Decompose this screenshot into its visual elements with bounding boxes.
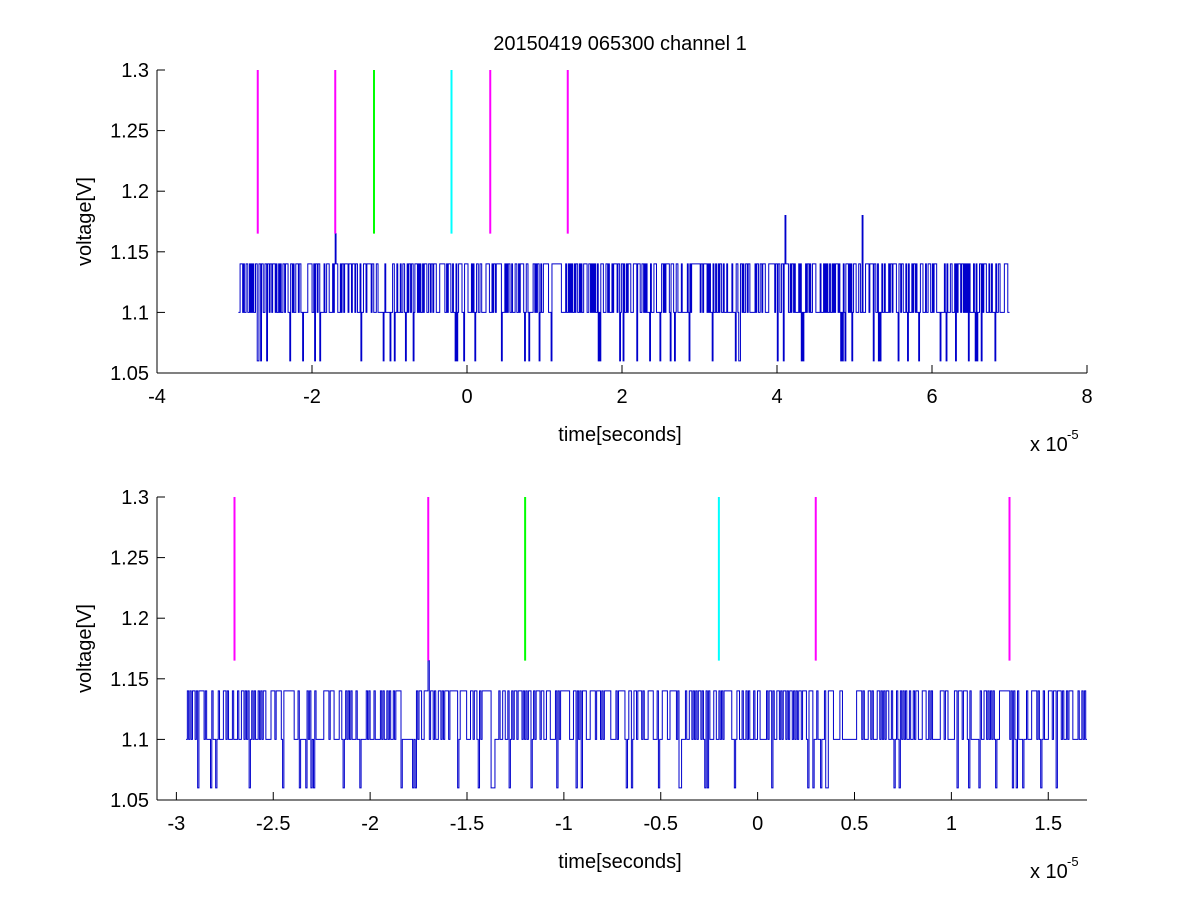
y-tick-label: 1.05 [110,363,149,385]
x-tick-label: 1.5 [1034,813,1062,835]
x-exponent-superscript: -5 [1067,427,1079,442]
plot-2: 1.05 1.1 1.15 1.2 1.25 1.3 -3 -2.5 -2 -1.5 -1 -0.5 0… [74,487,1087,883]
y-tick-label: 1.1 [121,729,149,751]
x-axis-label: time[seconds] [558,851,681,873]
x-tick-label: -1.5 [450,813,484,835]
y-tick-label: 1.15 [110,242,149,264]
y-tick-label: 1.25 [110,121,149,143]
y-tick-label: 1.2 [121,608,149,630]
x-axis-label: time[seconds] [558,424,681,446]
x-tick-label: -3 [167,813,185,835]
y-axis-label: voltage[V] [74,604,96,693]
x-tick-label: -4 [148,386,166,408]
x-tick-label: -2 [361,813,379,835]
signal-trace [238,214,1010,362]
x-tick-label: -2.5 [256,813,290,835]
x-tick-label: 6 [926,386,937,408]
y-tick-label: 1.3 [121,60,149,82]
y-tick-label: 1.2 [121,181,149,203]
x-tick-label: 0 [752,813,763,835]
x-exponent-label: x 10 [1030,861,1068,883]
y-tick-label: 1.3 [121,487,149,509]
plot-1: 1.05 1.1 1.15 1.2 1.25 1.3 -4 -2 0 2 4 6 8 time[secon… [74,60,1093,456]
x-tick-label: -1 [555,813,573,835]
x-tick-label: 8 [1081,386,1092,408]
y-axis-label: voltage[V] [74,177,96,266]
x-exponent-label: x 10 [1030,434,1068,456]
signal-trace [186,660,1087,789]
x-tick-label: 2 [616,386,627,408]
x-tick-label: 0 [461,386,472,408]
figure-title: 20150419 065300 channel 1 [493,33,747,55]
x-tick-label: -2 [303,386,321,408]
x-exponent-superscript: -5 [1067,854,1079,869]
y-tick-label: 1.1 [121,302,149,324]
y-tick-label: 1.15 [110,669,149,691]
x-tick-label: 0.5 [841,813,869,835]
x-tick-label: 4 [771,386,782,408]
y-tick-label: 1.05 [110,790,149,812]
x-tick-label: 1 [946,813,957,835]
x-tick-label: -0.5 [644,813,678,835]
y-tick-label: 1.25 [110,548,149,570]
